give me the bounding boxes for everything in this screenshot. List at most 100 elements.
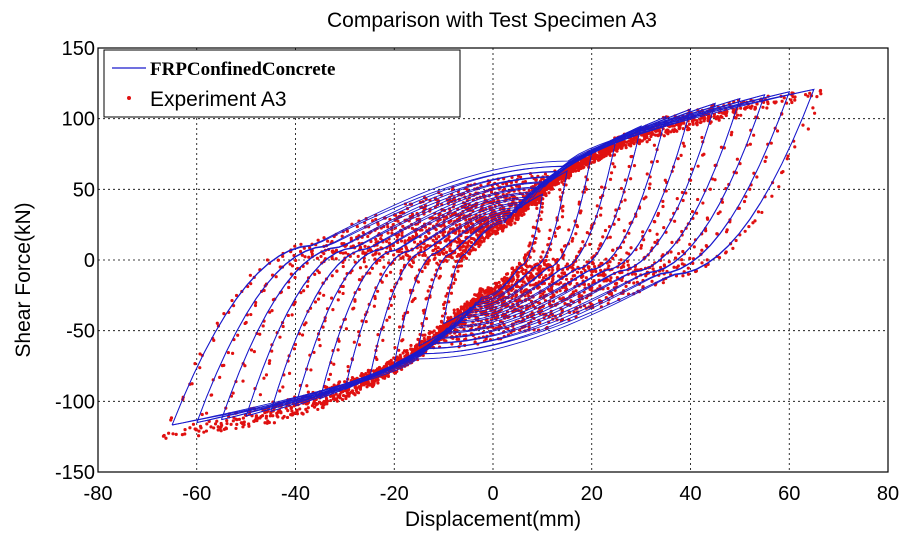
model-loop-line <box>220 94 766 421</box>
experiment-point <box>281 416 285 420</box>
experiment-point <box>453 278 458 282</box>
experiment-point <box>680 258 684 262</box>
experiment-point <box>612 222 616 226</box>
experiment-point <box>445 237 449 241</box>
experiment-point <box>395 249 400 253</box>
experiment-point <box>392 253 396 257</box>
experiment-point <box>382 265 386 269</box>
experiment-point <box>398 353 402 357</box>
experiment-point <box>587 266 591 270</box>
experiment-point <box>594 156 598 161</box>
experiment-point <box>357 343 361 347</box>
experiment-point <box>430 216 435 220</box>
experiment-point <box>675 129 679 133</box>
experiment-point <box>700 261 704 265</box>
experiment-point <box>215 419 219 423</box>
experiment-point <box>537 200 541 205</box>
x-tick-label: 0 <box>487 483 498 505</box>
experiment-point <box>543 172 548 176</box>
experiment-point <box>331 308 335 312</box>
experiment-point <box>409 343 413 348</box>
experiment-point <box>509 180 514 185</box>
experiment-point <box>435 331 440 336</box>
experiment-point <box>575 225 580 229</box>
experiment-point <box>591 262 595 266</box>
experiment-point <box>516 275 520 279</box>
experiment-point <box>540 210 544 214</box>
experiment-point <box>302 289 306 293</box>
experiment-point <box>695 211 699 215</box>
model-loop-line <box>443 193 543 324</box>
experiment-point <box>410 212 415 216</box>
experiment-point <box>377 365 382 370</box>
experiment-point <box>264 416 268 420</box>
x-tick-label: -80 <box>84 483 113 505</box>
experiment-point <box>537 270 541 274</box>
experiment-point <box>397 348 401 352</box>
experiment-point <box>222 363 226 367</box>
experiment-point <box>624 284 628 288</box>
experiment-point <box>269 411 273 415</box>
experiment-point <box>513 221 517 225</box>
experiment-point <box>594 269 598 274</box>
experiment-point <box>525 207 529 211</box>
experiment-point <box>440 326 444 330</box>
experiment-point <box>463 254 467 259</box>
experiment-point <box>303 255 307 259</box>
experiment-point <box>459 322 464 326</box>
experiment-point <box>760 210 764 215</box>
experiment-point <box>357 330 361 334</box>
y-tick-label: 50 <box>73 179 95 201</box>
experiment-point <box>440 314 445 318</box>
experiment-point <box>749 106 753 110</box>
experiment-point <box>663 178 667 182</box>
experiment-point <box>463 304 467 308</box>
experiment-point <box>387 261 391 265</box>
experiment-point <box>595 153 599 158</box>
experiment-point <box>620 270 624 275</box>
experiment-point <box>387 360 392 364</box>
experiment-point <box>346 365 350 369</box>
experiment-point <box>448 227 453 231</box>
experiment-point <box>606 286 610 290</box>
experiment-point <box>519 290 523 294</box>
experiment-point <box>448 247 452 251</box>
experiment-point <box>305 384 309 388</box>
experiment-point <box>653 240 657 244</box>
experiment-point <box>785 157 789 161</box>
experiment-point <box>613 282 618 286</box>
experiment-point <box>571 236 575 241</box>
experiment-point <box>777 185 781 189</box>
experiment-point <box>569 299 573 303</box>
experiment-point <box>517 208 521 213</box>
experiment-point <box>393 345 397 350</box>
experiment-point <box>598 284 602 288</box>
experiment-point <box>271 414 275 418</box>
experiment-point <box>571 290 575 294</box>
experiment-point <box>586 156 590 160</box>
experiment-point <box>690 167 694 171</box>
experiment-point <box>766 100 770 104</box>
experiment-point <box>463 249 467 254</box>
experiment-point <box>623 143 628 147</box>
experiment-point <box>402 349 407 353</box>
experiment-point <box>780 99 784 103</box>
experiment-point <box>445 291 450 296</box>
experiment-point <box>695 120 699 124</box>
experiment-point <box>582 282 587 287</box>
experiment-point <box>661 281 665 285</box>
experiment-point <box>409 347 413 351</box>
experiment-point <box>566 175 570 179</box>
experiment-point <box>811 106 815 110</box>
experiment-point <box>562 244 567 248</box>
experiment-point <box>392 295 396 299</box>
experiment-point <box>437 276 441 280</box>
experiment-point <box>599 206 603 210</box>
experiment-point <box>752 133 756 137</box>
experiment-point <box>188 426 192 430</box>
experiment-point <box>310 404 315 408</box>
experiment-point <box>698 117 702 121</box>
experiment-point <box>611 144 615 149</box>
experiment-point <box>293 300 297 304</box>
experiment-point <box>735 157 739 161</box>
